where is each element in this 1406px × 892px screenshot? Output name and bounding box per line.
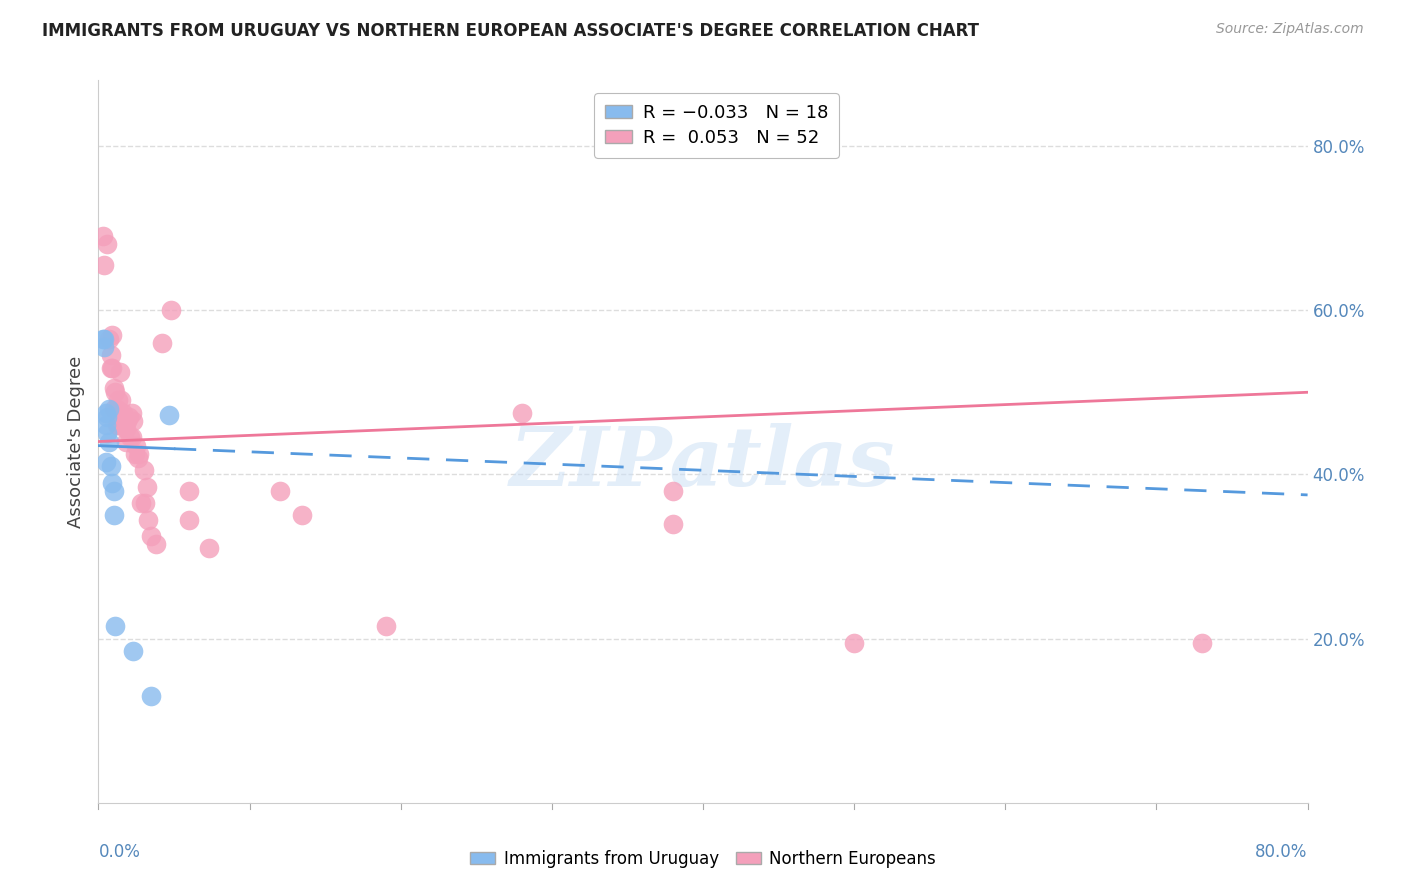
Point (269, 483, 291, 498)
Point (105, 401, 128, 416)
Point (98, 332, 121, 346)
Point (291, 508, 314, 523)
Point (1191, 636, 1213, 650)
Point (111, 406, 134, 420)
Point (96, 409, 118, 424)
Point (661, 516, 683, 531)
Point (100, 459, 122, 474)
Point (179, 512, 201, 526)
Point (125, 439, 148, 453)
Point (94, 406, 117, 420)
Point (1357, 139, 1379, 153)
Point (107, 418, 129, 433)
Point (145, 537, 167, 551)
Text: 0.0%: 0.0% (98, 843, 141, 861)
Point (96, 237, 118, 252)
Point (122, 414, 145, 428)
Point (104, 385, 127, 400)
Point (374, 619, 396, 633)
Point (135, 480, 157, 494)
Point (104, 619, 127, 633)
Text: IMMIGRANTS FROM URUGUAY VS NORTHERN EUROPEAN ASSOCIATE'S DEGREE CORRELATION CHAR: IMMIGRANTS FROM URUGUAY VS NORTHERN EURO… (42, 22, 979, 40)
Point (94, 455, 117, 469)
Point (159, 409, 181, 423)
Point (134, 496, 156, 510)
Point (120, 430, 142, 444)
Point (93, 332, 115, 346)
Point (103, 401, 125, 416)
Point (141, 689, 163, 703)
Legend: Immigrants from Uruguay, Northern Europeans: Immigrants from Uruguay, Northern Europe… (464, 844, 942, 875)
Text: ZIPatlas: ZIPatlas (510, 423, 896, 503)
Point (93, 258, 115, 272)
Point (115, 414, 138, 428)
Point (510, 406, 533, 420)
Point (121, 430, 143, 444)
Point (150, 336, 173, 351)
Point (107, 393, 129, 408)
Point (179, 483, 201, 498)
Point (122, 644, 145, 658)
Point (197, 541, 219, 556)
Point (101, 360, 124, 375)
Point (114, 422, 136, 436)
Point (110, 418, 132, 433)
Text: 80.0%: 80.0% (1256, 843, 1308, 861)
Point (844, 636, 866, 650)
Point (118, 409, 141, 424)
Point (98, 401, 121, 416)
Point (160, 303, 183, 318)
Point (136, 512, 159, 526)
Point (101, 475, 124, 490)
Point (103, 381, 125, 395)
Point (105, 418, 128, 433)
Point (100, 360, 122, 375)
Point (91, 229, 114, 244)
Point (661, 483, 683, 498)
Point (132, 463, 155, 477)
Point (103, 483, 125, 498)
Legend: R = −0.033   N = 18, R =  0.053   N = 52: R = −0.033 N = 18, R = 0.053 N = 52 (595, 93, 839, 158)
Point (127, 450, 149, 465)
Point (93, 340, 115, 354)
Text: Source: ZipAtlas.com: Source: ZipAtlas.com (1216, 22, 1364, 37)
Point (100, 348, 122, 362)
Point (91, 332, 114, 346)
Point (110, 393, 132, 408)
Point (108, 365, 131, 379)
Point (141, 529, 163, 543)
Point (103, 508, 125, 523)
Point (129, 496, 152, 510)
Point (101, 327, 124, 342)
Point (128, 447, 150, 461)
Point (96, 426, 118, 441)
Point (124, 447, 146, 461)
Point (121, 406, 143, 420)
Point (98, 434, 121, 449)
Point (94, 418, 117, 433)
Point (114, 434, 136, 449)
Y-axis label: Associate's Degree: Associate's Degree (66, 355, 84, 528)
